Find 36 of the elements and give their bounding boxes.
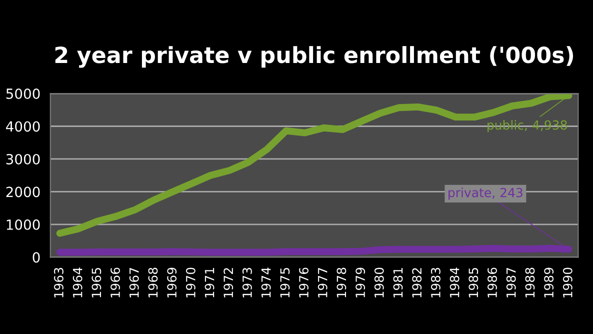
x-tick-label: 1963	[54, 268, 64, 298]
x-tick-label: 1968	[148, 268, 158, 298]
x-tick-label: 1979	[356, 268, 366, 298]
x-tick-label: 1978	[336, 268, 346, 298]
x-tick-label: 1970	[186, 268, 196, 298]
x-tick-label: 1972	[224, 268, 234, 298]
data-label: private, 243	[448, 188, 522, 200]
x-tick-label: 1969	[167, 268, 177, 298]
x-tick-label: 1975	[280, 268, 290, 298]
x-tick-label: 1989	[544, 268, 554, 298]
x-tick-label: 1985	[468, 268, 478, 298]
y-tick-label: 5000	[6, 88, 40, 99]
x-tick-label: 1973	[242, 268, 252, 298]
x-tick-label: 1967	[129, 268, 139, 298]
x-tick-label: 1984	[450, 268, 460, 298]
x-tick-label: 1971	[204, 268, 214, 298]
x-tick-label: 1976	[299, 268, 308, 298]
y-tick-label: 1000	[6, 219, 40, 230]
x-tick-label: 1974	[261, 268, 271, 298]
y-tick-label: 2000	[6, 186, 40, 198]
y-tick-label: 0	[32, 252, 40, 263]
x-tick-label: 1977	[318, 268, 328, 298]
x-tick-label: 1980	[374, 268, 384, 298]
x-tick-label: 1981	[393, 268, 403, 298]
x-tick-label: 1965	[92, 268, 102, 298]
chart-title: 2 year private v public enrollment ('000s)	[55, 46, 574, 68]
y-tick-label: 4000	[6, 121, 40, 132]
x-tick-label: 1990	[562, 268, 572, 298]
x-tick-label: 1988	[525, 268, 535, 298]
x-tick-label: 1987	[506, 268, 516, 298]
x-tick-label: 1986	[488, 268, 497, 298]
x-tick-label: 1966	[110, 268, 120, 298]
x-tick-label: 1982	[412, 268, 422, 298]
x-tick-label: 1964	[72, 268, 82, 298]
x-tick-label: 1983	[430, 268, 440, 298]
y-tick-label: 3000	[6, 154, 40, 164]
